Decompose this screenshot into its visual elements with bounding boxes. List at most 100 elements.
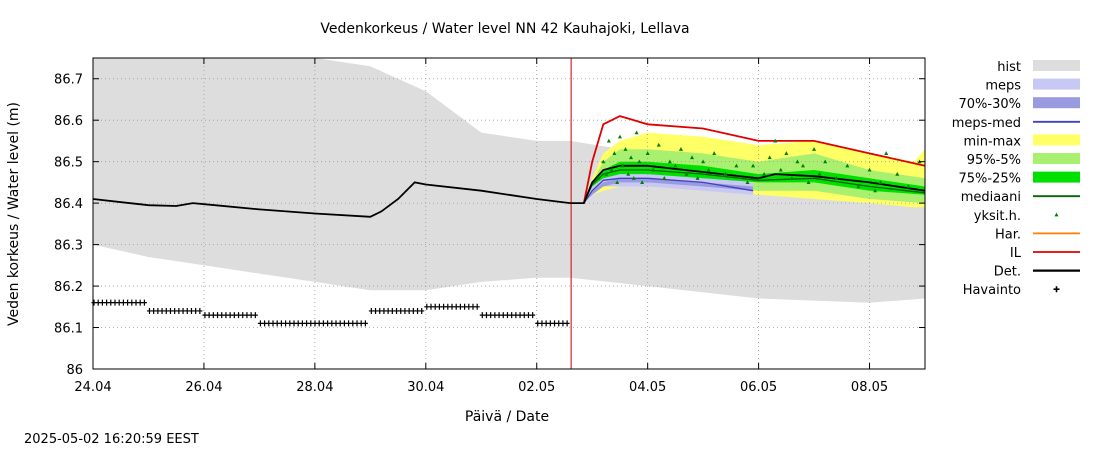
havainto-marker (410, 307, 416, 314)
havainto-marker (560, 320, 566, 327)
havainto-marker (206, 312, 212, 319)
havainto-marker (287, 320, 293, 327)
marks-layer (91, 130, 922, 327)
havainto-marker (350, 320, 356, 327)
havainto-marker (483, 312, 489, 319)
havainto-marker (108, 299, 114, 306)
havainto-marker (176, 307, 182, 314)
meps-med-line (583, 177, 754, 204)
y-axis-label: Veden korkeus / Water level (m) (6, 102, 22, 326)
havainto-marker (278, 320, 284, 327)
yksit-point (845, 163, 850, 168)
plot-frame (92, 57, 926, 370)
legend-item-har: Har. (995, 227, 1080, 242)
havainto-marker (329, 320, 335, 327)
yksit-point (884, 151, 889, 155)
legend-item-det: Det. (994, 265, 1080, 280)
havainto-marker (112, 299, 118, 306)
havainto-marker (299, 320, 305, 327)
bands-layer (93, 58, 925, 303)
y-tick-label: 86.7 (54, 73, 83, 88)
x-tick-label: 28.04 (296, 380, 333, 395)
havainto-marker (270, 320, 276, 327)
legend-swatch (1033, 153, 1080, 164)
timestamp: 2025-05-02 16:20:59 EEST (24, 432, 199, 447)
legend-swatch (1033, 97, 1080, 109)
yksit-point (795, 159, 800, 164)
legend-label: yksit.h. (974, 209, 1021, 224)
havainto-marker (137, 299, 143, 306)
havainto-marker (474, 303, 480, 310)
havainto-marker (151, 307, 157, 314)
y-tick-label: 86.5 (54, 156, 83, 171)
havainto-marker (377, 307, 383, 314)
havainto-marker (141, 299, 147, 306)
havainto-marker (95, 299, 101, 306)
havainto-marker (99, 299, 105, 306)
havainto-marker (354, 320, 360, 327)
havainto-marker (210, 312, 216, 319)
havainto-marker (291, 320, 297, 327)
legend-label: min-max (963, 134, 1021, 149)
y-tick-label: 86.6 (54, 114, 83, 129)
havainto-marker (432, 303, 438, 310)
havainto-marker (197, 307, 203, 314)
havainto-marker (517, 312, 523, 319)
yksit-point (651, 167, 656, 172)
legend-item-meps_70_30: 70%-30% (959, 97, 1080, 112)
yksit-point (606, 138, 611, 143)
havainto-marker (441, 303, 447, 310)
yksit-point (817, 171, 822, 176)
yksit-point (662, 176, 667, 180)
legend-item-p75_25: 75%-25% (959, 171, 1080, 187)
legend-label: hist (997, 60, 1021, 75)
havainto-marker (146, 307, 152, 314)
yksit-point (778, 167, 783, 172)
havainto-marker (504, 312, 510, 319)
yksit-point (701, 159, 706, 164)
havainto-marker (513, 312, 519, 319)
y-tick-label: 86 (66, 363, 83, 378)
havainto-marker (492, 312, 498, 319)
meps-70-30-band (583, 178, 754, 204)
legend-item-p95_5: 95%-5% (967, 153, 1080, 168)
yksit-point (789, 176, 794, 180)
yksit-point (678, 147, 683, 151)
havainto-marker (358, 320, 364, 327)
havainto-marker (424, 303, 430, 310)
legend-label: Det. (994, 265, 1021, 280)
legend: hist meps 70%-30% meps-med min-max 95%-5% 75%-… (952, 60, 1080, 298)
x-axis-label: Päivä / Date (465, 409, 549, 425)
havainto-marker (470, 303, 476, 310)
chart-title: Vedenkorkeus / Water level NN 42 Kauhajo… (320, 21, 689, 37)
havainto-marker (133, 299, 139, 306)
havainto-marker (188, 307, 194, 314)
x-tick-label: 24.04 (74, 380, 111, 395)
axis-ticks: 86 86.1 86.2 86.3 86.4 86.5 86.6 86.7 24.04 26.04… (54, 58, 925, 395)
yksit-point (800, 163, 805, 168)
yksit-point (620, 163, 625, 168)
havainto-marker (295, 320, 301, 327)
havainto-marker (552, 320, 558, 327)
yksit-point (645, 151, 650, 155)
havainto-marker (266, 320, 272, 327)
havainto-marker (304, 320, 310, 327)
havainto-marker (466, 303, 472, 310)
havainto-marker (219, 312, 225, 319)
legend-item-minmax: min-max (963, 134, 1080, 149)
legend-swatch (1033, 171, 1080, 183)
legend-label: 75%-25% (959, 172, 1021, 187)
legend-item-meps_med: meps-med (952, 116, 1080, 131)
havainto-marker (223, 312, 229, 319)
legend-swatch (1053, 286, 1060, 293)
havainto-marker (547, 320, 553, 327)
havainto-marker (333, 320, 339, 327)
havainto-marker (394, 307, 400, 314)
legend-item-meps: meps (985, 78, 1080, 94)
havainto-marker (316, 320, 322, 327)
yksit-point (673, 163, 678, 168)
legend-item-hist: hist (997, 60, 1080, 75)
yksit-point (767, 155, 772, 160)
havainto-marker (449, 303, 455, 310)
yksit-point (867, 167, 872, 172)
